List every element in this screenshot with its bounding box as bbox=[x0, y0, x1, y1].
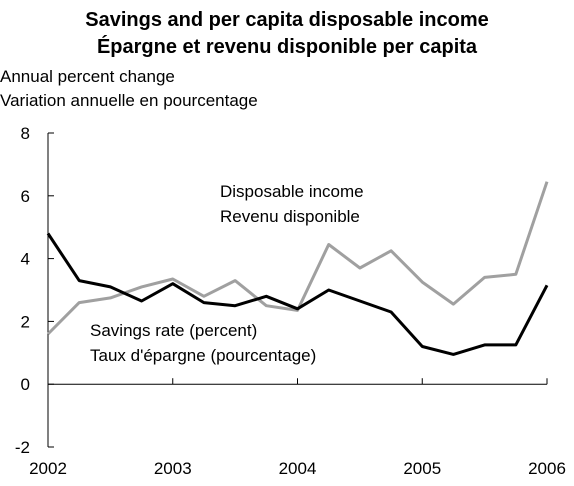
savings-rate-annotation: Savings rate (percent) bbox=[90, 321, 257, 340]
series-annotations: Disposable income Revenu disponible Saving… bbox=[90, 182, 364, 365]
y-tick-label: 2 bbox=[21, 312, 30, 331]
savings-rate-line bbox=[46, 232, 549, 356]
y-tick-label: -2 bbox=[15, 438, 30, 457]
series-lines bbox=[46, 181, 549, 356]
x-tick-label: 2004 bbox=[279, 459, 317, 478]
axes bbox=[47, 132, 548, 448]
y-axis-label: Annual percent change bbox=[0, 67, 175, 86]
disposable-income-annotation: Revenu disponible bbox=[220, 207, 360, 226]
chart-title: Savings and per capita disposable income bbox=[85, 9, 489, 31]
y-tick-label: 0 bbox=[21, 375, 30, 394]
tick-labels: -2 0 2 4 6 8 2002 2003 2004 2005 2006 bbox=[15, 124, 566, 478]
disposable-income-annotation: Disposable income bbox=[220, 182, 364, 201]
x-tick-label: 2006 bbox=[528, 459, 566, 478]
x-tick-label: 2003 bbox=[154, 459, 192, 478]
x-tick-label: 2002 bbox=[29, 459, 67, 478]
y-axis-label-fr: Variation annuelle en pourcentage bbox=[0, 91, 258, 110]
x-tick-label: 2005 bbox=[403, 459, 441, 478]
y-tick-label: 4 bbox=[21, 250, 30, 269]
y-tick-label: 8 bbox=[21, 124, 30, 143]
disposable-income-line bbox=[46, 181, 549, 336]
chart-subtitle: Épargne et revenu disponible per capita bbox=[96, 36, 478, 58]
y-tick-label: 6 bbox=[21, 187, 30, 206]
savings-rate-annotation: Taux d'épargne (pourcentage) bbox=[90, 346, 316, 365]
